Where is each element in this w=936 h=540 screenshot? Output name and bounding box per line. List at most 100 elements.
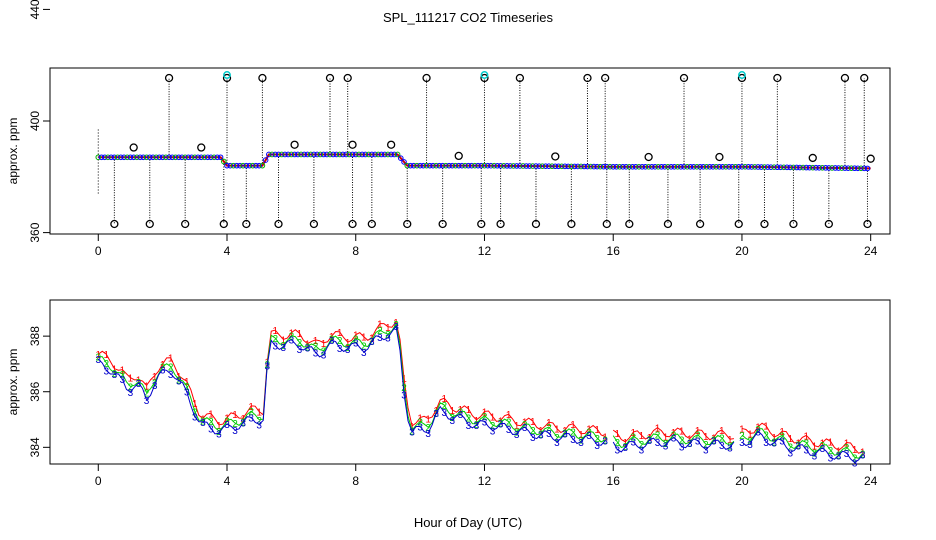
data-point (674, 163, 681, 170)
series-marker-3: 3 (631, 438, 637, 449)
series-marker-1: 1 (663, 432, 669, 443)
series-marker-3: 3 (353, 339, 359, 350)
spike-marker (258, 73, 267, 83)
data-point (774, 164, 781, 171)
series-marker-3: 3 (466, 421, 472, 432)
data-point (462, 162, 468, 169)
mid-marker (386, 140, 396, 149)
series-marker-1: 1 (490, 412, 496, 423)
series-marker-1: 1 (671, 428, 677, 439)
series-marker-1: 1 (820, 439, 826, 450)
data-point (449, 162, 456, 169)
spike-marker (348, 219, 357, 229)
series-marker-2: 2 (747, 436, 753, 447)
series-marker-3: 3 (711, 437, 717, 448)
data-point (623, 163, 629, 170)
data-point (468, 162, 475, 169)
series-marker-1: 1 (812, 442, 818, 453)
data-point (179, 154, 185, 161)
mid-marker (454, 151, 463, 161)
data-point (262, 157, 269, 163)
data-point (610, 163, 617, 170)
series-marker-2: 2 (313, 342, 319, 353)
series-marker-2: 2 (687, 438, 693, 449)
data-point (423, 162, 430, 169)
series-line-2 (98, 322, 606, 443)
spike-marker (773, 73, 782, 83)
data-point (433, 162, 440, 169)
data-point (391, 151, 398, 158)
data-point (455, 162, 462, 169)
series-marker-2: 2 (779, 431, 785, 442)
series-marker-1: 1 (522, 417, 528, 428)
x-tick-label: 8 (352, 244, 359, 258)
data-point (336, 151, 343, 158)
series-marker-1: 1 (755, 423, 761, 434)
data-point (787, 164, 794, 171)
data-point (806, 164, 813, 171)
series-marker-3: 3 (663, 442, 669, 453)
data-point (752, 164, 758, 170)
mid-marker (348, 140, 357, 149)
mid-marker (715, 152, 724, 162)
series-marker-1: 1 (401, 374, 407, 385)
series-marker-3: 3 (530, 433, 536, 444)
series-marker-3: 3 (168, 370, 174, 381)
spike-marker (583, 73, 592, 83)
series-line-1 (612, 426, 734, 443)
data-point (565, 163, 571, 170)
series-marker-2: 2 (719, 434, 725, 445)
data-point (526, 163, 533, 169)
series-marker-2: 2 (663, 439, 669, 450)
spike-marker (602, 219, 611, 229)
series-marker-1: 1 (787, 434, 793, 445)
y-tick-label: 360 (28, 222, 42, 242)
data-point (237, 162, 243, 169)
series-marker-2: 2 (614, 438, 620, 449)
data-point (710, 163, 716, 170)
data-point (365, 151, 372, 158)
data-point (150, 154, 156, 161)
series-marker-2: 2 (240, 417, 246, 428)
data-point (278, 151, 285, 158)
series-marker-2: 2 (369, 336, 375, 347)
data-point (311, 151, 317, 158)
series-marker-1: 1 (763, 422, 769, 433)
series-marker-3: 3 (639, 445, 645, 456)
cyan-marker (223, 71, 231, 79)
data-point (768, 164, 774, 170)
data-point (742, 164, 748, 170)
series-marker-1: 1 (192, 399, 198, 410)
series-marker-3: 3 (393, 322, 399, 333)
series-marker-1: 1 (248, 402, 254, 413)
series-marker-3: 3 (369, 337, 375, 348)
series-marker-2: 2 (450, 413, 456, 424)
data-point (629, 163, 636, 170)
series-marker-2: 2 (377, 326, 383, 337)
data-point (381, 151, 388, 158)
data-point (797, 164, 803, 171)
data-point (159, 154, 166, 161)
series-marker-3: 3 (128, 388, 134, 399)
data-point (304, 151, 311, 158)
series-marker-2: 2 (703, 440, 709, 451)
series-marker-3: 3 (739, 438, 745, 449)
series-marker-3: 3 (804, 446, 810, 457)
x-tick-label: 24 (864, 244, 878, 258)
baseline-line (98, 153, 871, 170)
spike-marker (734, 219, 743, 229)
series-marker-2: 2 (739, 431, 745, 442)
data-point (430, 162, 436, 169)
data-point (227, 162, 234, 169)
series-marker-2: 2 (522, 420, 528, 431)
series-marker-2: 2 (763, 430, 769, 441)
data-point (95, 154, 102, 161)
series-marker-2: 2 (530, 426, 536, 437)
data-point (607, 163, 613, 170)
series-marker-1: 1 (703, 432, 709, 443)
data-point (105, 154, 111, 161)
series-marker-2: 2 (570, 428, 576, 439)
data-point (198, 154, 205, 161)
series-marker-1: 1 (160, 360, 166, 371)
spike-marker (477, 219, 486, 229)
